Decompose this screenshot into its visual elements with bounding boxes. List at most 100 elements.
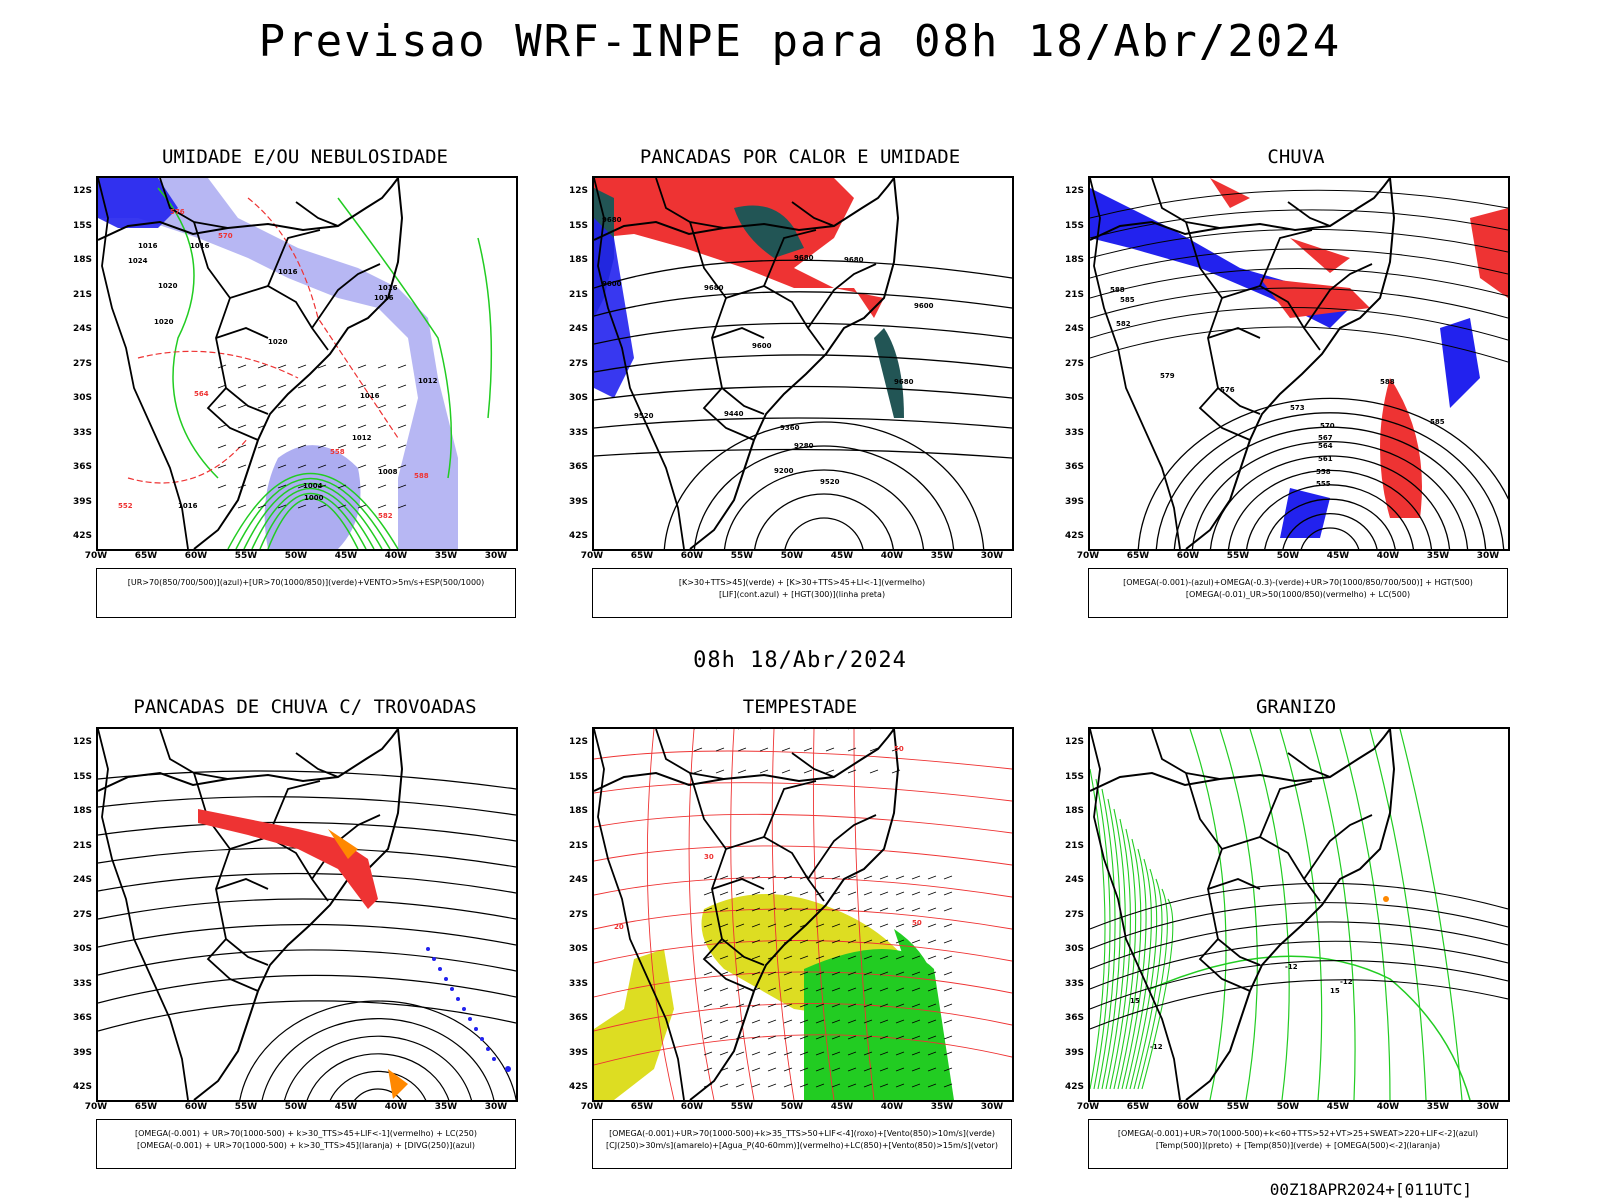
page-title: Previsao WRF-INPE para 08h 18/Abr/2024 — [258, 16, 1342, 67]
svg-text:585: 585 — [1120, 296, 1135, 304]
panel-title-chuva: CHUVA — [1267, 146, 1325, 168]
lon-tick-label: 45W — [1326, 1102, 1350, 1112]
lon-tick-label: 50W — [1276, 1102, 1300, 1112]
svg-text:588: 588 — [1110, 286, 1125, 294]
lat-tick-label: 27S — [568, 358, 588, 369]
legend-line: [OMEGA(-0.001) + UR>70(1000-500) + k>30_… — [134, 1129, 478, 1138]
svg-text:9680: 9680 — [794, 254, 814, 262]
lat-tick-label: 36S — [1064, 1013, 1084, 1023]
svg-text:588: 588 — [1380, 378, 1395, 386]
lat-tick-label: 18S — [72, 255, 92, 265]
lat-tick-label: 30S — [568, 944, 588, 954]
lat-tick-label: 12S — [568, 737, 588, 747]
lat-tick-label: 18S — [568, 806, 588, 816]
lon-tick-label: 45W — [830, 551, 854, 561]
legend-pancadas-calor: [K>30+TTS>45](verde) + [K>30+TTS>45+LI<-… — [592, 568, 1012, 618]
lat-tick-label: 39S — [1064, 1047, 1084, 1058]
lon-tick-label: 45W — [830, 1102, 854, 1112]
lat-tick-label: 12S — [568, 186, 588, 196]
svg-text:-12: -12 — [1285, 963, 1298, 971]
lat-tick-label: 33S — [1064, 427, 1084, 438]
lon-tick-label: 55W — [1226, 1102, 1250, 1112]
svg-text:9520: 9520 — [820, 478, 840, 486]
lon-tick-label: 45W — [334, 1102, 358, 1112]
lon-tick-label: 65W — [1126, 1102, 1150, 1112]
svg-text:9200: 9200 — [774, 467, 794, 475]
svg-text:585: 585 — [1430, 418, 1445, 426]
lat-tick-label: 42S — [1064, 531, 1084, 541]
lat-tick-label: 39S — [72, 496, 92, 507]
lat-tick-label: 21S — [568, 289, 588, 300]
lat-tick-label: 39S — [568, 496, 588, 507]
lat-tick-label: 42S — [72, 531, 92, 541]
lat-tick-label: 36S — [568, 462, 588, 472]
lat-tick-label: 24S — [72, 875, 92, 885]
svg-text:1016: 1016 — [278, 268, 298, 276]
lon-tick-label: 55W — [730, 1102, 754, 1112]
lat-tick-label: 24S — [72, 324, 92, 334]
lon-tick-label: 40W — [880, 551, 904, 561]
svg-text:15: 15 — [1130, 997, 1140, 1005]
lat-tick-label: 12S — [72, 186, 92, 196]
legend-line: [LIF](cont.azul) + [HGT(300)](linha pret… — [718, 590, 886, 599]
lat-tick-label: 18S — [1064, 255, 1084, 265]
lon-tick-label: 60W — [1176, 1102, 1200, 1112]
svg-text:20: 20 — [614, 923, 624, 931]
map-canvas — [98, 729, 516, 1100]
lat-tick-label: 21S — [72, 840, 92, 851]
svg-text:564: 564 — [1318, 442, 1333, 450]
svg-text:1016: 1016 — [138, 242, 158, 250]
svg-text:30: 30 — [704, 853, 714, 861]
lon-tick-label: 30W — [980, 1102, 1004, 1112]
lat-tick-label: 15S — [72, 220, 92, 231]
lon-tick-label: 50W — [284, 551, 308, 561]
lon-tick-label: 45W — [1326, 551, 1350, 561]
svg-text:9680: 9680 — [894, 378, 914, 386]
svg-text:558: 558 — [330, 448, 345, 456]
lat-tick-label: 30S — [72, 393, 92, 403]
lon-tick-label: 70W — [84, 1102, 108, 1112]
lon-tick-label: 70W — [580, 1102, 604, 1112]
lat-tick-label: 27S — [72, 358, 92, 369]
lon-tick-label: 50W — [780, 1102, 804, 1112]
lon-tick-label: 55W — [234, 551, 258, 561]
svg-text:1016: 1016 — [178, 502, 198, 510]
svg-text:9280: 9280 — [794, 442, 814, 450]
lat-tick-label: 30S — [1064, 393, 1084, 403]
map-granizo: -12 -12 15 15 -12 — [1088, 727, 1510, 1102]
svg-text:570: 570 — [1320, 422, 1335, 430]
lat-tick-label: 42S — [72, 1082, 92, 1092]
svg-text:9680: 9680 — [844, 256, 864, 264]
lon-tick-label: 55W — [1226, 551, 1250, 561]
lon-tick-label: 70W — [1076, 1102, 1100, 1112]
lat-tick-label: 30S — [568, 393, 588, 403]
svg-text:50: 50 — [894, 745, 904, 753]
lat-tick-label: 15S — [72, 771, 92, 782]
legend-pancadas-trovoadas: [OMEGA(-0.001) + UR>70(1000-500) + k>30_… — [96, 1119, 516, 1169]
lon-tick-label: 30W — [1476, 551, 1500, 561]
svg-text:1008: 1008 — [378, 468, 398, 476]
svg-text:1004: 1004 — [303, 482, 323, 490]
lon-tick-label: 40W — [880, 1102, 904, 1112]
svg-text:1020: 1020 — [154, 318, 174, 326]
legend-chuva: [OMEGA(-0.001)-(azul)+OMEGA(-0.3)-(verde… — [1088, 568, 1508, 618]
svg-text:555: 555 — [1316, 480, 1331, 488]
lon-tick-label: 60W — [184, 1102, 208, 1112]
svg-text:570: 570 — [218, 232, 233, 240]
lat-tick-label: 21S — [1064, 840, 1084, 851]
lon-tick-label: 40W — [1376, 1102, 1400, 1112]
lat-tick-label: 27S — [568, 909, 588, 920]
legend-line: [UR>70(850/700/500)](azul)+[UR>70(1000/8… — [127, 578, 485, 587]
lat-tick-label: 42S — [1064, 1082, 1084, 1092]
lon-tick-label: 40W — [1376, 551, 1400, 561]
svg-text:1016: 1016 — [378, 284, 398, 292]
svg-text:9600: 9600 — [914, 302, 934, 310]
lat-tick-label: 27S — [1064, 358, 1084, 369]
lat-tick-label: 27S — [72, 909, 92, 920]
lon-tick-label: 70W — [580, 551, 604, 561]
lon-tick-label: 35W — [930, 1102, 954, 1112]
legend-line: [OMEGA(-0.001)-(azul)+OMEGA(-0.3)-(verde… — [1123, 578, 1473, 587]
panel-title-pancadas-calor: PANCADAS POR CALOR E UMIDADE — [639, 146, 961, 168]
map-pancadas-calor: 9680 9600 9680 9680 9680 9600 9520 9440 9360 9280… — [592, 176, 1014, 551]
